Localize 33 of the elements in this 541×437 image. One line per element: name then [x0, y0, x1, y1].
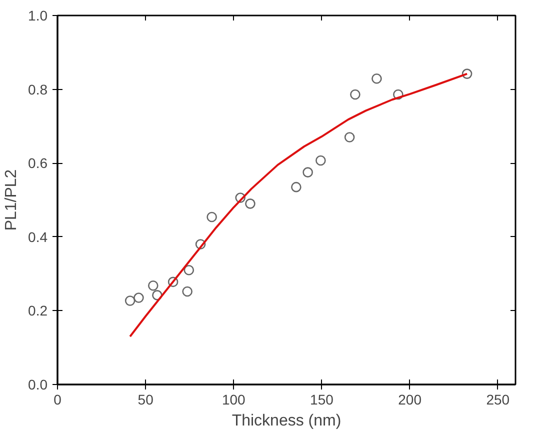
point — [124, 296, 136, 306]
x-axis-title: Thickness (nm) — [232, 412, 342, 430]
point — [302, 167, 313, 178]
x-tick-label: 0 — [54, 392, 62, 408]
point — [235, 192, 246, 203]
y-tick-label: 0.8 — [28, 81, 48, 98]
point — [462, 68, 472, 79]
point — [393, 89, 404, 100]
point — [344, 132, 355, 142]
y-axis-title: PL1/PL2 — [3, 169, 20, 231]
point — [350, 89, 360, 100]
point — [134, 292, 144, 303]
y-tick-label: 0.6 — [28, 155, 48, 172]
point — [195, 239, 206, 250]
x-tick-label: 150 — [310, 392, 334, 408]
point — [184, 264, 194, 276]
x-tick-label: 250 — [486, 392, 510, 408]
x-tick-label: 100 — [222, 392, 246, 408]
point — [168, 276, 178, 288]
point — [291, 182, 302, 192]
point — [182, 286, 192, 297]
line-series — [129, 72, 468, 338]
x-tick-label: 50 — [138, 392, 154, 408]
point — [372, 73, 382, 84]
point — [206, 212, 217, 222]
y-tick-label: 0.4 — [28, 228, 48, 245]
point — [245, 198, 256, 209]
y-tick-label: 1.0 — [28, 8, 48, 24]
y-tick-label: 0.2 — [28, 302, 48, 319]
point — [316, 155, 326, 166]
y-tick-label: 0.0 — [28, 376, 48, 392]
point — [148, 280, 158, 291]
x-tick-label: 200 — [398, 392, 422, 408]
